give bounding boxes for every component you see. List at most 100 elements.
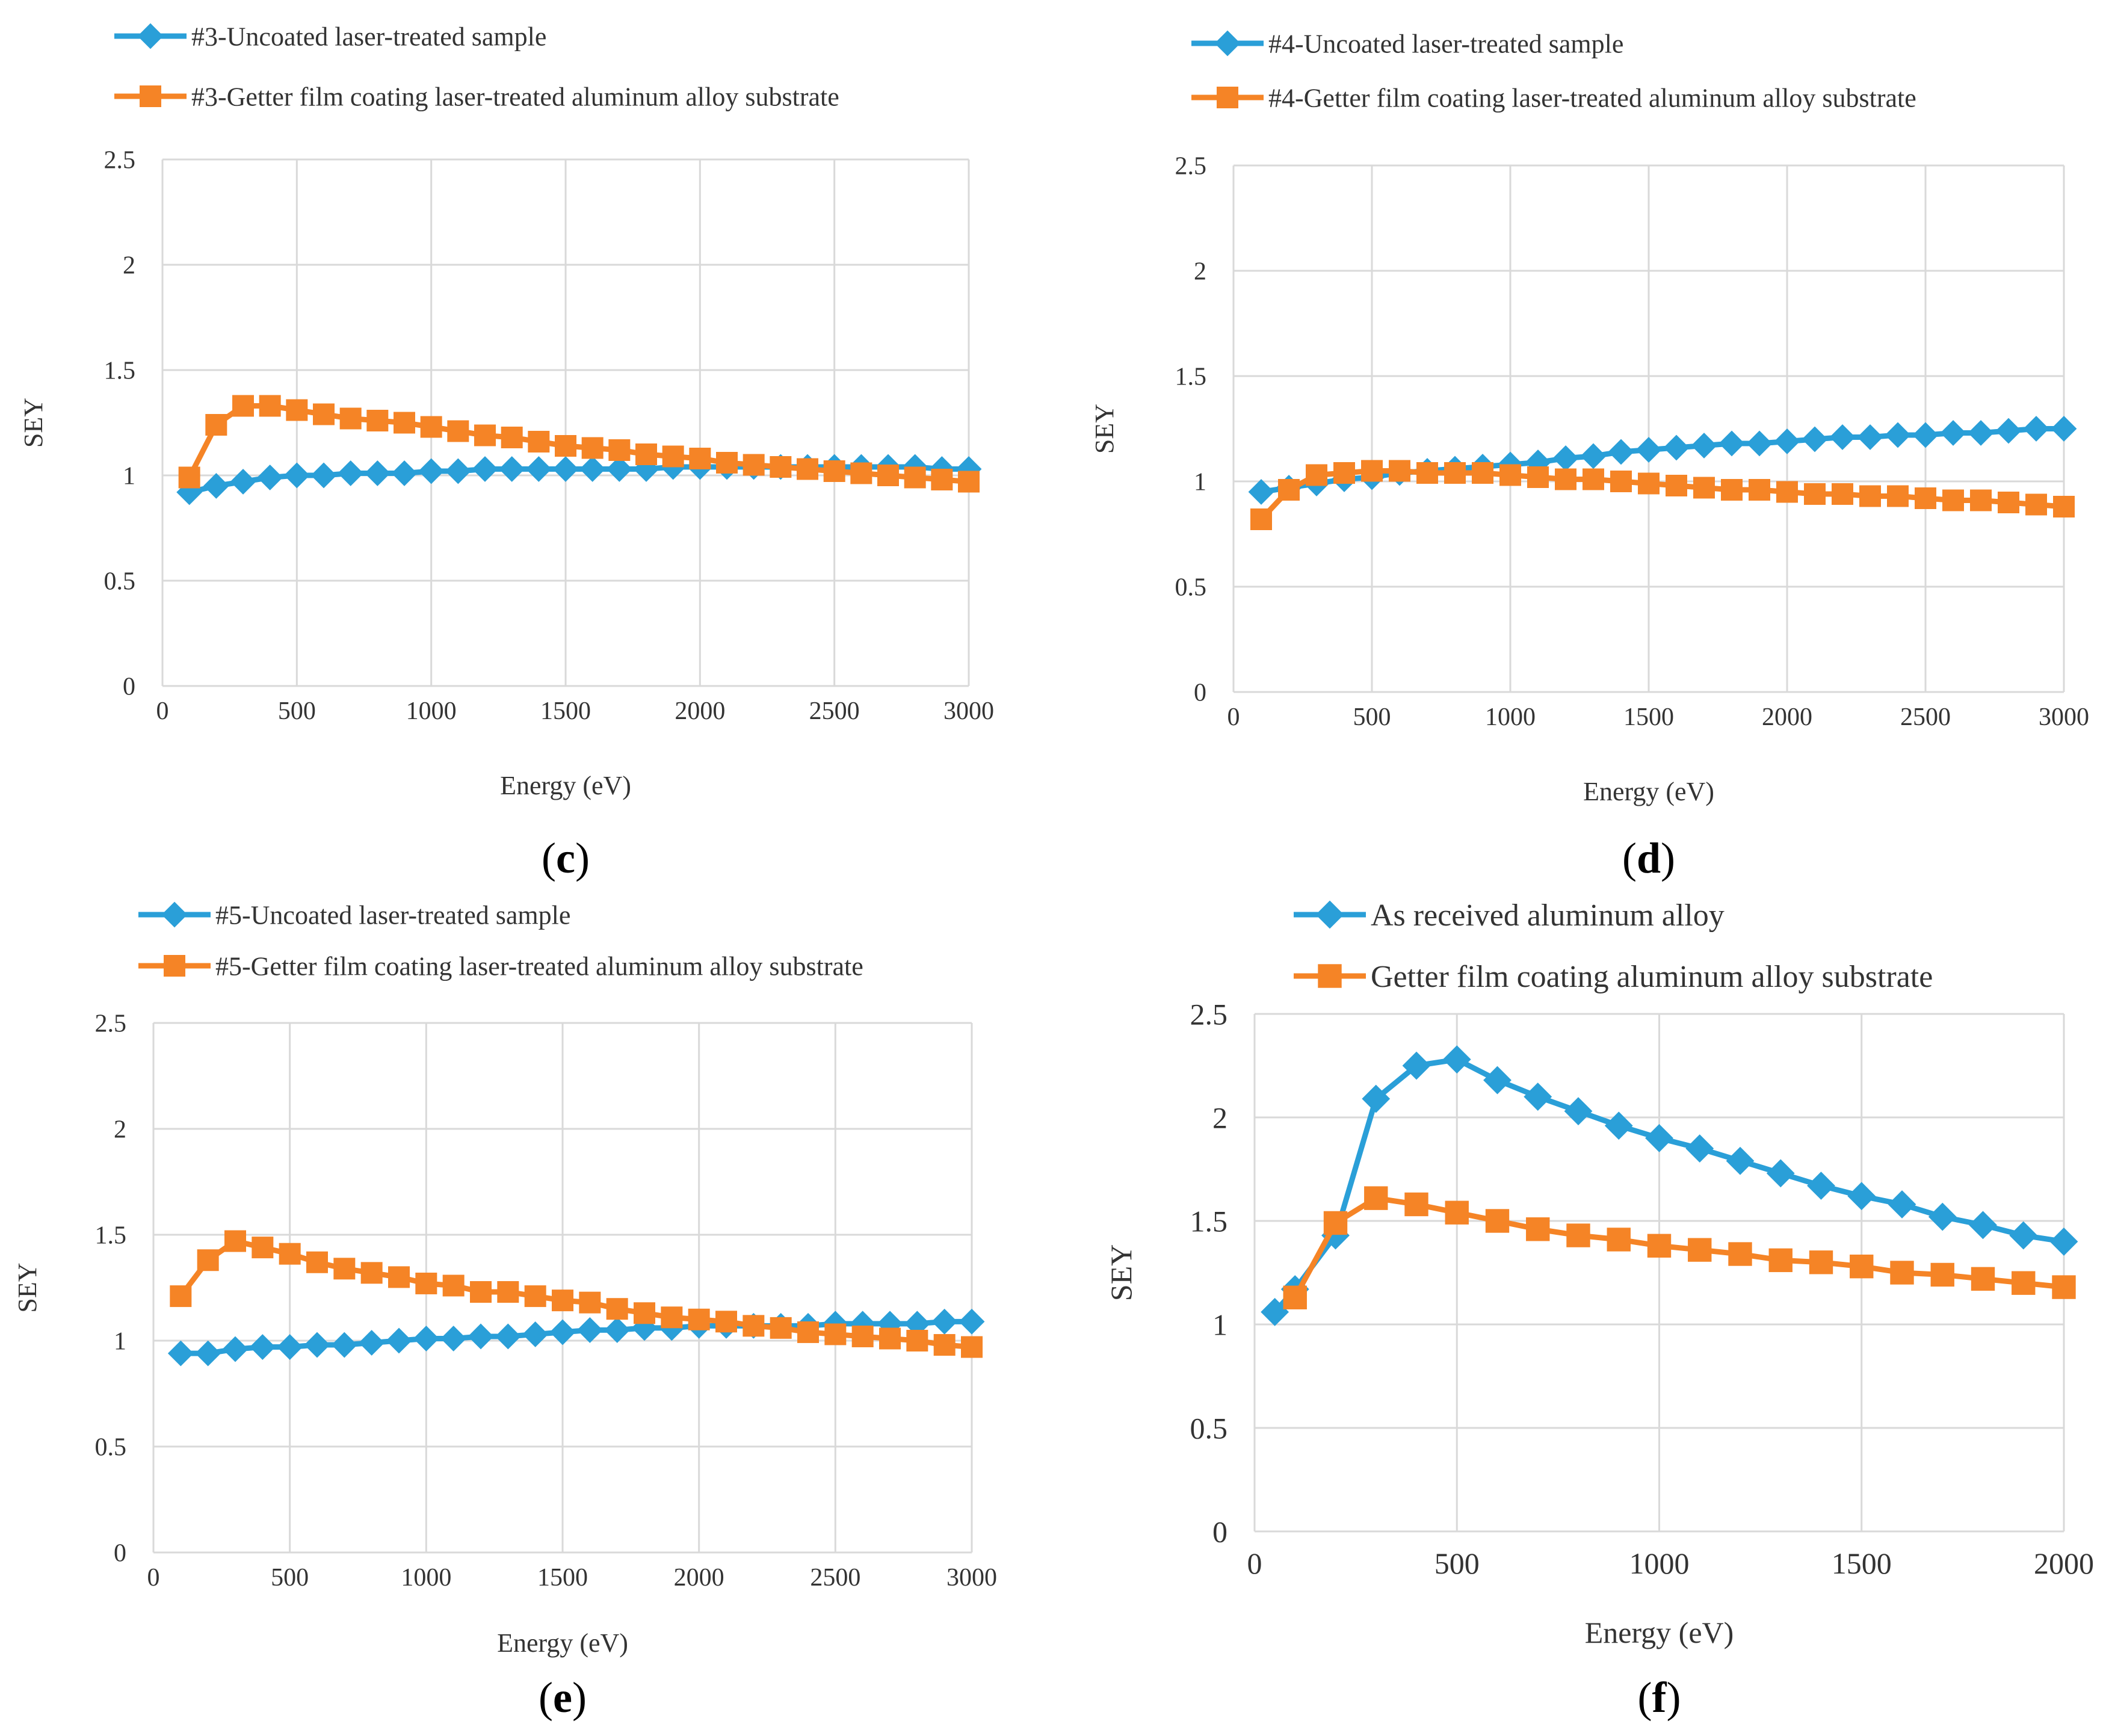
x-tick-label: 2500 — [810, 1564, 860, 1592]
data-point — [1746, 430, 1773, 457]
data-point — [1402, 1051, 1431, 1080]
y-tick-label: 2 — [123, 252, 135, 280]
data-point — [1995, 418, 2022, 444]
y-tick-label: 2.5 — [104, 147, 136, 175]
data-point — [1850, 1254, 1874, 1279]
x-tick-label: 3000 — [943, 697, 994, 725]
data-point — [310, 462, 337, 489]
x-tick-label: 500 — [278, 697, 316, 725]
data-point — [608, 439, 631, 461]
data-point — [1580, 443, 1607, 469]
legend-entry: #3-Uncoated laser-treated sample — [114, 22, 546, 51]
data-point — [1728, 1242, 1752, 1266]
x-axis-label: Energy (eV) — [497, 1628, 628, 1658]
data-point — [770, 1317, 792, 1339]
data-point — [1969, 1211, 1997, 1240]
data-point — [1278, 479, 1300, 501]
data-point — [230, 469, 256, 495]
data-point — [1885, 422, 1911, 448]
legend-label: #3-Uncoated laser-treated sample — [191, 22, 546, 51]
chart-panel-e: 0 500 1000 1500 2000 2500 3000 0 0.5 1 1.5 2 2.5 Ener… — [13, 900, 997, 1722]
legend-entry: Getter film coating aluminum alloy subst… — [1294, 960, 1933, 994]
x-axis-label: Energy (eV) — [1585, 1616, 1734, 1649]
data-point — [170, 1285, 192, 1308]
data-point — [1693, 477, 1715, 499]
x-tick-label: 1000 — [1629, 1546, 1690, 1580]
data-point — [879, 1327, 901, 1350]
x-tick-label: 1500 — [1623, 703, 1674, 731]
data-point — [366, 410, 389, 431]
panel-label: (d) — [1622, 834, 1675, 882]
y-tick-label: 0 — [1212, 1515, 1227, 1549]
data-point — [552, 456, 579, 482]
data-point — [420, 416, 442, 438]
legend-entry: #4-Getter film coating laser-treated alu… — [1191, 83, 1916, 113]
data-point — [249, 1334, 276, 1360]
diamond-marker-icon — [1315, 900, 1344, 929]
data-point — [1807, 1172, 1835, 1200]
y-tick-label: 0.5 — [95, 1434, 127, 1462]
data-point — [388, 1266, 410, 1288]
data-point — [413, 1326, 439, 1351]
data-point — [743, 1315, 765, 1337]
data-point — [1942, 489, 1964, 511]
chart-panel-f: 0 500 1000 1500 2000 0 0.5 1 1.5 2 2.5 Energy (eV) S… — [1104, 898, 2094, 1722]
data-point — [1445, 1200, 1469, 1225]
data-point — [1323, 1211, 1348, 1235]
series-coated — [1283, 1186, 2076, 1309]
data-point — [1971, 1267, 1995, 1291]
data-point — [222, 1336, 249, 1362]
data-point — [1809, 1250, 1833, 1274]
data-point — [1968, 420, 1994, 446]
legend-label: #3-Getter film coating laser-treated alu… — [191, 82, 839, 111]
x-tick-label: 2000 — [2034, 1546, 2094, 1580]
data-point — [386, 1327, 412, 1354]
data-point — [661, 1306, 683, 1329]
gridlines — [1232, 164, 2065, 693]
data-point — [468, 1323, 494, 1350]
square-marker-icon — [140, 85, 161, 107]
data-point — [1526, 1217, 1550, 1241]
data-point — [1362, 1084, 1391, 1113]
data-point — [1721, 479, 1743, 501]
gridlines — [1253, 1013, 2065, 1533]
data-point — [205, 414, 227, 436]
series-uncoated — [1261, 1045, 2078, 1326]
x-axis-label: Energy (eV) — [1583, 777, 1714, 806]
data-point — [1472, 462, 1493, 484]
x-tick-label: 3000 — [946, 1564, 997, 1592]
data-point — [606, 1298, 628, 1320]
data-point — [2023, 416, 2049, 442]
data-point — [1552, 445, 1579, 471]
x-tick-label: 2000 — [674, 1564, 724, 1592]
data-point — [1804, 483, 1826, 505]
data-point — [364, 460, 391, 486]
data-point — [1248, 479, 1274, 505]
legend-entry: #5-Uncoated laser-treated sample — [138, 900, 570, 930]
data-point — [1404, 1192, 1428, 1217]
y-tick-label: 1.5 — [95, 1222, 127, 1250]
y-tick-label: 0 — [114, 1540, 126, 1568]
data-point — [850, 462, 872, 484]
y-tick-label: 0 — [123, 673, 135, 701]
data-point — [391, 460, 418, 486]
data-point — [339, 407, 362, 430]
y-tick-label: 1 — [114, 1328, 126, 1356]
data-point — [634, 1302, 655, 1324]
data-point — [715, 1311, 737, 1333]
data-point — [445, 458, 471, 484]
data-point — [770, 456, 792, 478]
y-tick-label: 2.5 — [1190, 998, 1228, 1031]
data-point — [1829, 424, 1856, 450]
legend-entry: #5-Getter film coating laser-treated alu… — [138, 951, 863, 981]
x-tick-label: 0 — [1247, 1546, 1262, 1580]
data-point — [1333, 462, 1355, 484]
data-point — [1361, 460, 1383, 482]
legend-label: #4-Getter film coating laser-treated alu… — [1268, 83, 1916, 113]
data-point — [224, 1230, 246, 1252]
data-point — [178, 466, 200, 489]
data-point — [2009, 1221, 2038, 1250]
data-point — [1524, 1083, 1552, 1111]
data-point — [1998, 492, 2019, 513]
x-tick-label: 2000 — [1762, 703, 1812, 731]
